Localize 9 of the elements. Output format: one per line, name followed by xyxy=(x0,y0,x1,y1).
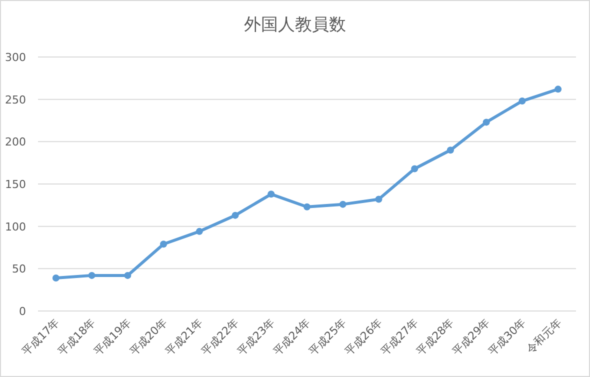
ytick: 250 xyxy=(5,93,26,106)
title: 外国人教員数 xyxy=(244,15,346,35)
ytick: 100 xyxy=(5,220,26,234)
xtick: 令和元年 xyxy=(524,316,564,356)
ytick: 200 xyxy=(5,136,26,149)
ytick: 150 xyxy=(5,178,26,191)
ytick: 300 xyxy=(5,51,26,64)
ytick: 50 xyxy=(12,262,26,276)
ytick: 0 xyxy=(19,305,26,318)
